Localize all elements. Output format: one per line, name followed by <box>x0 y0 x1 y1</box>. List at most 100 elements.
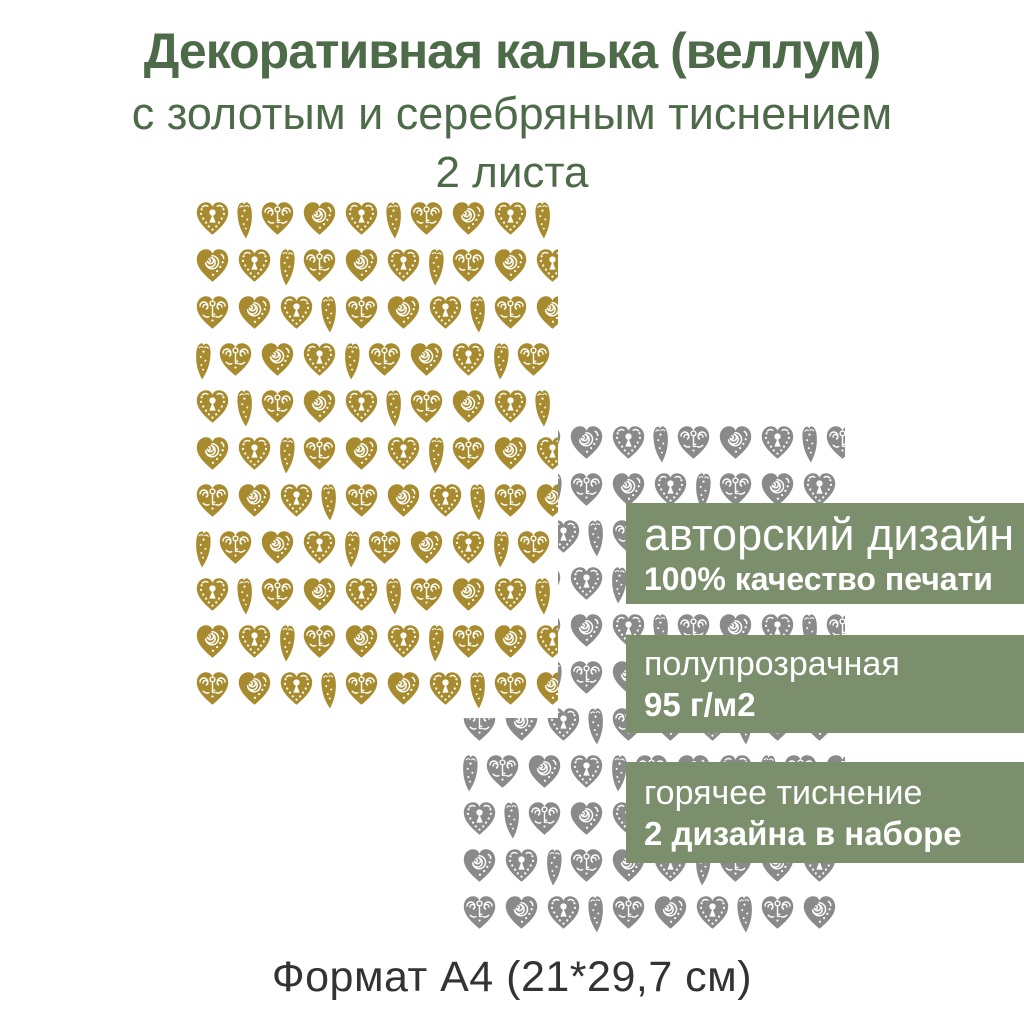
narrow-heart-icon <box>544 847 564 889</box>
feature-banner-design-line1: авторский дизайн <box>644 509 1015 560</box>
keyhole-heart-icon <box>503 847 540 884</box>
product-subtitle: с золотым и серебряным тиснением <box>131 88 893 139</box>
spiral-heart-icon <box>301 200 338 237</box>
pattern-row <box>188 670 558 717</box>
key-heart-icon <box>259 200 296 237</box>
keyhole-heart-icon <box>301 529 338 566</box>
narrow-heart-icon <box>277 247 297 289</box>
spiral-heart-icon <box>259 341 296 378</box>
key-heart-icon <box>568 847 605 884</box>
keyhole-heart-icon <box>385 623 422 660</box>
keyhole-heart-icon <box>534 623 558 660</box>
keyhole-heart-icon <box>385 247 422 284</box>
narrow-heart-icon <box>426 623 446 665</box>
spiral-heart-icon <box>568 800 605 837</box>
narrow-heart-icon <box>533 200 553 241</box>
key-heart-icon <box>366 341 403 378</box>
spiral-heart-icon <box>343 435 380 472</box>
spiral-heart-icon <box>385 670 422 707</box>
keyhole-heart-icon <box>194 388 231 425</box>
spiral-heart-icon <box>259 529 296 566</box>
narrow-heart-icon <box>193 341 213 383</box>
key-heart-icon <box>194 482 231 519</box>
keyhole-heart-icon <box>236 623 273 660</box>
pattern-row <box>188 388 558 435</box>
keyhole-heart-icon <box>843 894 845 931</box>
narrow-heart-icon <box>502 800 522 842</box>
key-heart-icon <box>343 670 380 707</box>
keyhole-heart-icon <box>450 341 487 378</box>
keyhole-heart-icon <box>194 576 231 613</box>
key-heart-icon <box>824 424 845 461</box>
spiral-heart-icon <box>301 388 338 425</box>
pattern-row <box>455 894 845 940</box>
spiral-heart-icon <box>492 435 529 472</box>
narrow-heart-icon <box>735 894 755 936</box>
narrow-heart-icon <box>277 623 297 665</box>
keyhole-heart-icon <box>545 894 582 931</box>
keyhole-heart-icon <box>236 435 273 472</box>
key-heart-icon <box>366 529 403 566</box>
spiral-heart-icon <box>385 482 422 519</box>
narrow-heart-icon <box>800 424 820 465</box>
spiral-heart-icon <box>461 847 498 884</box>
feature-banner-design-line2: 100% качество печати <box>644 561 993 597</box>
keyhole-heart-icon <box>301 341 338 378</box>
feature-banner-paper-line1: полупрозрачная <box>644 645 900 683</box>
keyhole-heart-icon <box>236 247 273 284</box>
key-heart-icon <box>675 424 712 461</box>
pattern-row <box>188 529 558 576</box>
narrow-heart-icon <box>491 529 511 571</box>
product-title: Декоративная калька (веллум) <box>143 23 882 79</box>
spiral-heart-icon <box>450 388 487 425</box>
spiral-heart-icon <box>492 623 529 660</box>
narrow-heart-icon <box>586 518 606 560</box>
spiral-heart-icon <box>408 529 445 566</box>
key-heart-icon <box>343 294 380 331</box>
keyhole-heart-icon <box>694 894 731 931</box>
narrow-heart-icon <box>533 388 553 430</box>
key-heart-icon <box>492 482 529 519</box>
pattern-row <box>188 341 558 388</box>
narrow-heart-icon <box>468 294 488 336</box>
key-heart-icon <box>408 388 445 425</box>
key-heart-icon <box>408 200 445 237</box>
key-heart-icon <box>526 800 563 837</box>
keyhole-heart-icon <box>427 482 464 519</box>
narrow-heart-icon <box>384 200 404 241</box>
key-heart-icon <box>610 894 647 931</box>
key-heart-icon <box>301 623 338 660</box>
key-heart-icon <box>343 482 380 519</box>
spiral-heart-icon <box>343 623 380 660</box>
narrow-heart-icon <box>319 670 339 712</box>
narrow-heart-icon <box>235 388 255 430</box>
narrow-heart-icon <box>384 576 404 618</box>
narrow-heart-icon <box>586 706 606 748</box>
narrow-heart-icon <box>651 424 671 465</box>
key-heart-icon <box>492 294 529 331</box>
keyhole-heart-icon <box>278 670 315 707</box>
spiral-heart-icon <box>194 247 231 284</box>
narrow-heart-icon <box>342 529 362 571</box>
narrow-heart-icon <box>491 341 511 383</box>
narrow-heart-icon <box>384 388 404 430</box>
spiral-heart-icon <box>450 200 487 237</box>
spiral-heart-icon <box>236 482 273 519</box>
keyhole-heart-icon <box>343 576 380 613</box>
spiral-heart-icon <box>568 612 605 649</box>
spiral-heart-icon <box>717 424 754 461</box>
spiral-heart-icon <box>194 435 231 472</box>
spiral-heart-icon <box>343 247 380 284</box>
key-heart-icon <box>301 247 338 284</box>
narrow-heart-icon <box>235 200 255 241</box>
narrow-heart-icon <box>426 435 446 477</box>
key-heart-icon <box>450 623 487 660</box>
spiral-heart-icon <box>194 623 231 660</box>
key-heart-icon <box>259 388 296 425</box>
keyhole-heart-icon <box>461 800 498 837</box>
pattern-row <box>188 482 558 529</box>
key-heart-icon <box>557 576 558 613</box>
feature-banner-design: авторский дизайн 100% качество печати <box>626 503 1024 604</box>
narrow-heart-icon <box>468 482 488 524</box>
spiral-heart-icon <box>450 576 487 613</box>
